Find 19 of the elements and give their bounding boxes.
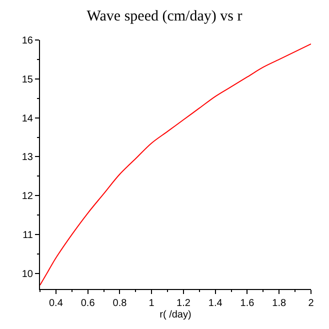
x-tick-label: 1.2: [176, 298, 191, 309]
chart-title: Wave speed (cm/day) vs r: [86, 8, 242, 24]
x-tick-label: 0.8: [112, 298, 128, 309]
x-tick-label: 0.6: [80, 298, 96, 309]
x-tick-label: 1: [148, 298, 155, 309]
x-axis-title: r( /day): [160, 310, 192, 320]
y-tick-label: 13: [22, 152, 34, 164]
y-tick-label: 14: [22, 113, 34, 124]
line-series: [40, 43, 311, 286]
y-tick-label: 10: [22, 268, 34, 280]
y-tick-label: 12: [22, 191, 34, 202]
x-tick-label: 2: [308, 298, 314, 309]
y-tick-label: 11: [22, 230, 34, 242]
x-tick-label: 1.6: [240, 298, 255, 309]
y-tick-label: 16: [22, 36, 34, 46]
y-tick-label: 15: [22, 74, 34, 86]
x-tick-label: 1.8: [272, 298, 287, 309]
x-tick-label: 0.4: [48, 298, 64, 309]
x-tick-label: 1.4: [208, 298, 223, 309]
